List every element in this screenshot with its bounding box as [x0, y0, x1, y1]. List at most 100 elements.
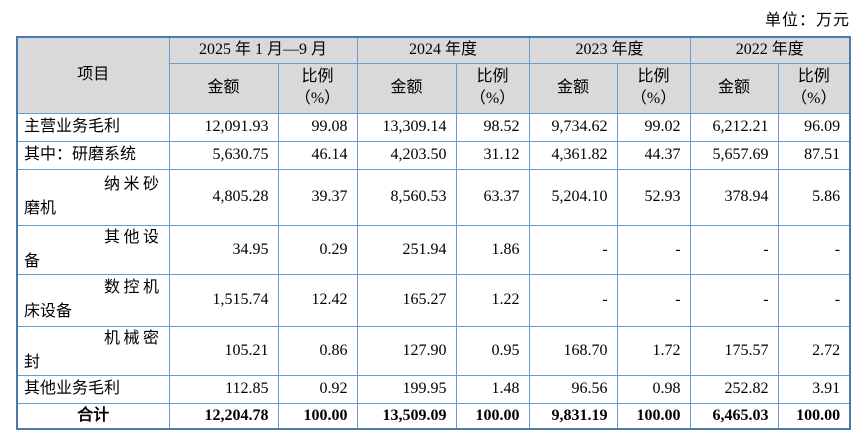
item-label-cell: 机械密封 — [16, 325, 170, 376]
amount-header: 金额 — [356, 62, 457, 114]
table-row-total: 合计 12,204.78 100.00 13,509.09 100.00 9,8… — [16, 402, 851, 430]
item-label-cell: 主营业务毛利 — [16, 112, 170, 142]
amount-cell: 4,361.82 — [528, 140, 618, 170]
amount-cell: 4,805.28 — [168, 168, 279, 226]
item-label-line2: 磨机 — [24, 200, 57, 217]
amount-cell: 12,091.93 — [168, 112, 279, 142]
amount-cell: 112.85 — [168, 374, 279, 404]
period-header-2023: 2023 年度 — [528, 36, 691, 64]
ratio-cell: - — [616, 224, 691, 275]
ratio-cell: 1.48 — [455, 374, 530, 404]
item-label-line1: 纳米砂 — [103, 176, 163, 193]
ratio-cell: 1.72 — [616, 325, 691, 376]
ratio-cell: 52.93 — [616, 168, 691, 226]
ratio-cell: 0.29 — [277, 224, 358, 275]
amount-cell: 165.27 — [356, 273, 457, 327]
amount-cell: 1,515.74 — [168, 273, 279, 327]
item-column-header: 项目 — [16, 36, 170, 114]
ratio-cell: 3.91 — [777, 374, 851, 404]
amount-cell: 12,204.78 — [168, 402, 279, 430]
ratio-cell: - — [616, 273, 691, 327]
amount-cell: 168.70 — [528, 325, 618, 376]
ratio-cell: 1.86 — [455, 224, 530, 275]
amount-header: 金额 — [689, 62, 779, 114]
ratio-cell: 12.42 — [277, 273, 358, 327]
ratio-cell: 100.00 — [616, 402, 691, 430]
header-row-periods: 项目 2025 年 1 月—9 月 2024 年度 2023 年度 2022 年… — [16, 36, 851, 114]
ratio-cell: 100.00 — [777, 402, 851, 430]
item-label-line2: 备 — [24, 252, 41, 270]
ratio-header: 比例 （%） — [277, 62, 358, 114]
ratio-cell: 99.08 — [277, 112, 358, 142]
ratio-cell: 31.12 — [455, 140, 530, 170]
amount-cell: 34.95 — [168, 224, 279, 275]
ratio-cell: - — [777, 273, 851, 327]
item-label-cell: 纳米砂磨机 — [16, 168, 170, 226]
item-label-cell: 其中：研磨系统 — [16, 140, 170, 170]
item-label-line2: 床设备 — [24, 303, 73, 320]
table-row-other-business-gross-profit: 其他业务毛利 112.85 0.92 199.95 1.48 96.56 0.9… — [16, 374, 851, 404]
ratio-cell: 44.37 — [616, 140, 691, 170]
ratio-cell: 39.37 — [277, 168, 358, 226]
ratio-cell: 100.00 — [277, 402, 358, 430]
amount-cell: 5,630.75 — [168, 140, 279, 170]
amount-cell: 252.82 — [689, 374, 779, 404]
amount-cell: - — [689, 224, 779, 275]
amount-cell: 6,212.21 — [689, 112, 779, 142]
amount-cell: 9,734.62 — [528, 112, 618, 142]
ratio-cell: 100.00 — [455, 402, 530, 430]
amount-cell: - — [528, 273, 618, 327]
ratio-cell: 1.22 — [455, 273, 530, 327]
ratio-cell: 96.09 — [777, 112, 851, 142]
period-header-2025: 2025 年 1 月—9 月 — [168, 36, 358, 64]
amount-header: 金额 — [168, 62, 279, 114]
table-row-main-gross-profit: 主营业务毛利 12,091.93 99.08 13,309.14 98.52 9… — [16, 112, 851, 142]
period-header-2024: 2024 年度 — [356, 36, 530, 64]
ratio-cell: 98.52 — [455, 112, 530, 142]
ratio-header: 比例 （%） — [777, 62, 851, 114]
ratio-cell: 5.86 — [777, 168, 851, 226]
amount-cell: 13,509.09 — [356, 402, 457, 430]
table-row-other-equipment: 其他设备 34.95 0.29 251.94 1.86 - - - - — [16, 224, 851, 275]
amount-cell: 8,560.53 — [356, 168, 457, 226]
item-label-cell: 其他设备 — [16, 224, 170, 275]
item-label-line1: 其他设 — [103, 228, 163, 246]
ratio-cell: 63.37 — [455, 168, 530, 226]
total-label-cell: 合计 — [16, 402, 170, 430]
amount-cell: 6,465.03 — [689, 402, 779, 430]
ratio-cell: 87.51 — [777, 140, 851, 170]
ratio-cell: 46.14 — [277, 140, 358, 170]
ratio-cell: 0.86 — [277, 325, 358, 376]
item-label-line2: 封 — [24, 353, 41, 371]
ratio-cell: - — [777, 224, 851, 275]
amount-header: 金额 — [528, 62, 618, 114]
ratio-cell: 0.92 — [277, 374, 358, 404]
amount-cell: - — [689, 273, 779, 327]
amount-cell: 251.94 — [356, 224, 457, 275]
table-row-grinding-system: 其中：研磨系统 5,630.75 46.14 4,203.50 31.12 4,… — [16, 140, 851, 170]
ratio-cell: 99.02 — [616, 112, 691, 142]
item-label-cell: 其他业务毛利 — [16, 374, 170, 404]
item-label-line1: 数控机 — [103, 279, 163, 296]
amount-cell: 5,204.10 — [528, 168, 618, 226]
amount-cell: - — [528, 224, 618, 275]
ratio-cell: 2.72 — [777, 325, 851, 376]
table-row-nano-sand-mill: 纳米砂磨机 4,805.28 39.37 8,560.53 63.37 5,20… — [16, 168, 851, 226]
amount-cell: 105.21 — [168, 325, 279, 376]
amount-cell: 127.90 — [356, 325, 457, 376]
amount-cell: 5,657.69 — [689, 140, 779, 170]
item-label-line1: 机械密 — [103, 329, 163, 347]
unit-label: 单位：万元 — [764, 12, 850, 29]
profit-composition-table: 项目 2025 年 1 月—9 月 2024 年度 2023 年度 2022 年… — [16, 36, 852, 430]
ratio-cell: 0.95 — [455, 325, 530, 376]
table-row-cnc-machine-tools: 数控机 床设备 1,515.74 12.42 165.27 1.22 - - - … — [16, 273, 851, 327]
period-header-2022: 2022 年度 — [689, 36, 851, 64]
ratio-header: 比例 （%） — [455, 62, 530, 114]
amount-cell: 4,203.50 — [356, 140, 457, 170]
table-row-mechanical-seal: 机械密封 105.21 0.86 127.90 0.95 168.70 1.72… — [16, 325, 851, 376]
ratio-header: 比例 （%） — [616, 62, 691, 114]
amount-cell: 13,309.14 — [356, 112, 457, 142]
amount-cell: 378.94 — [689, 168, 779, 226]
header-row-measures: 金额 比例 （%） 金额 比例 （%） 金额 比例 （%） 金额 比例 （%） — [17, 62, 851, 114]
ratio-cell: 0.98 — [616, 374, 691, 404]
